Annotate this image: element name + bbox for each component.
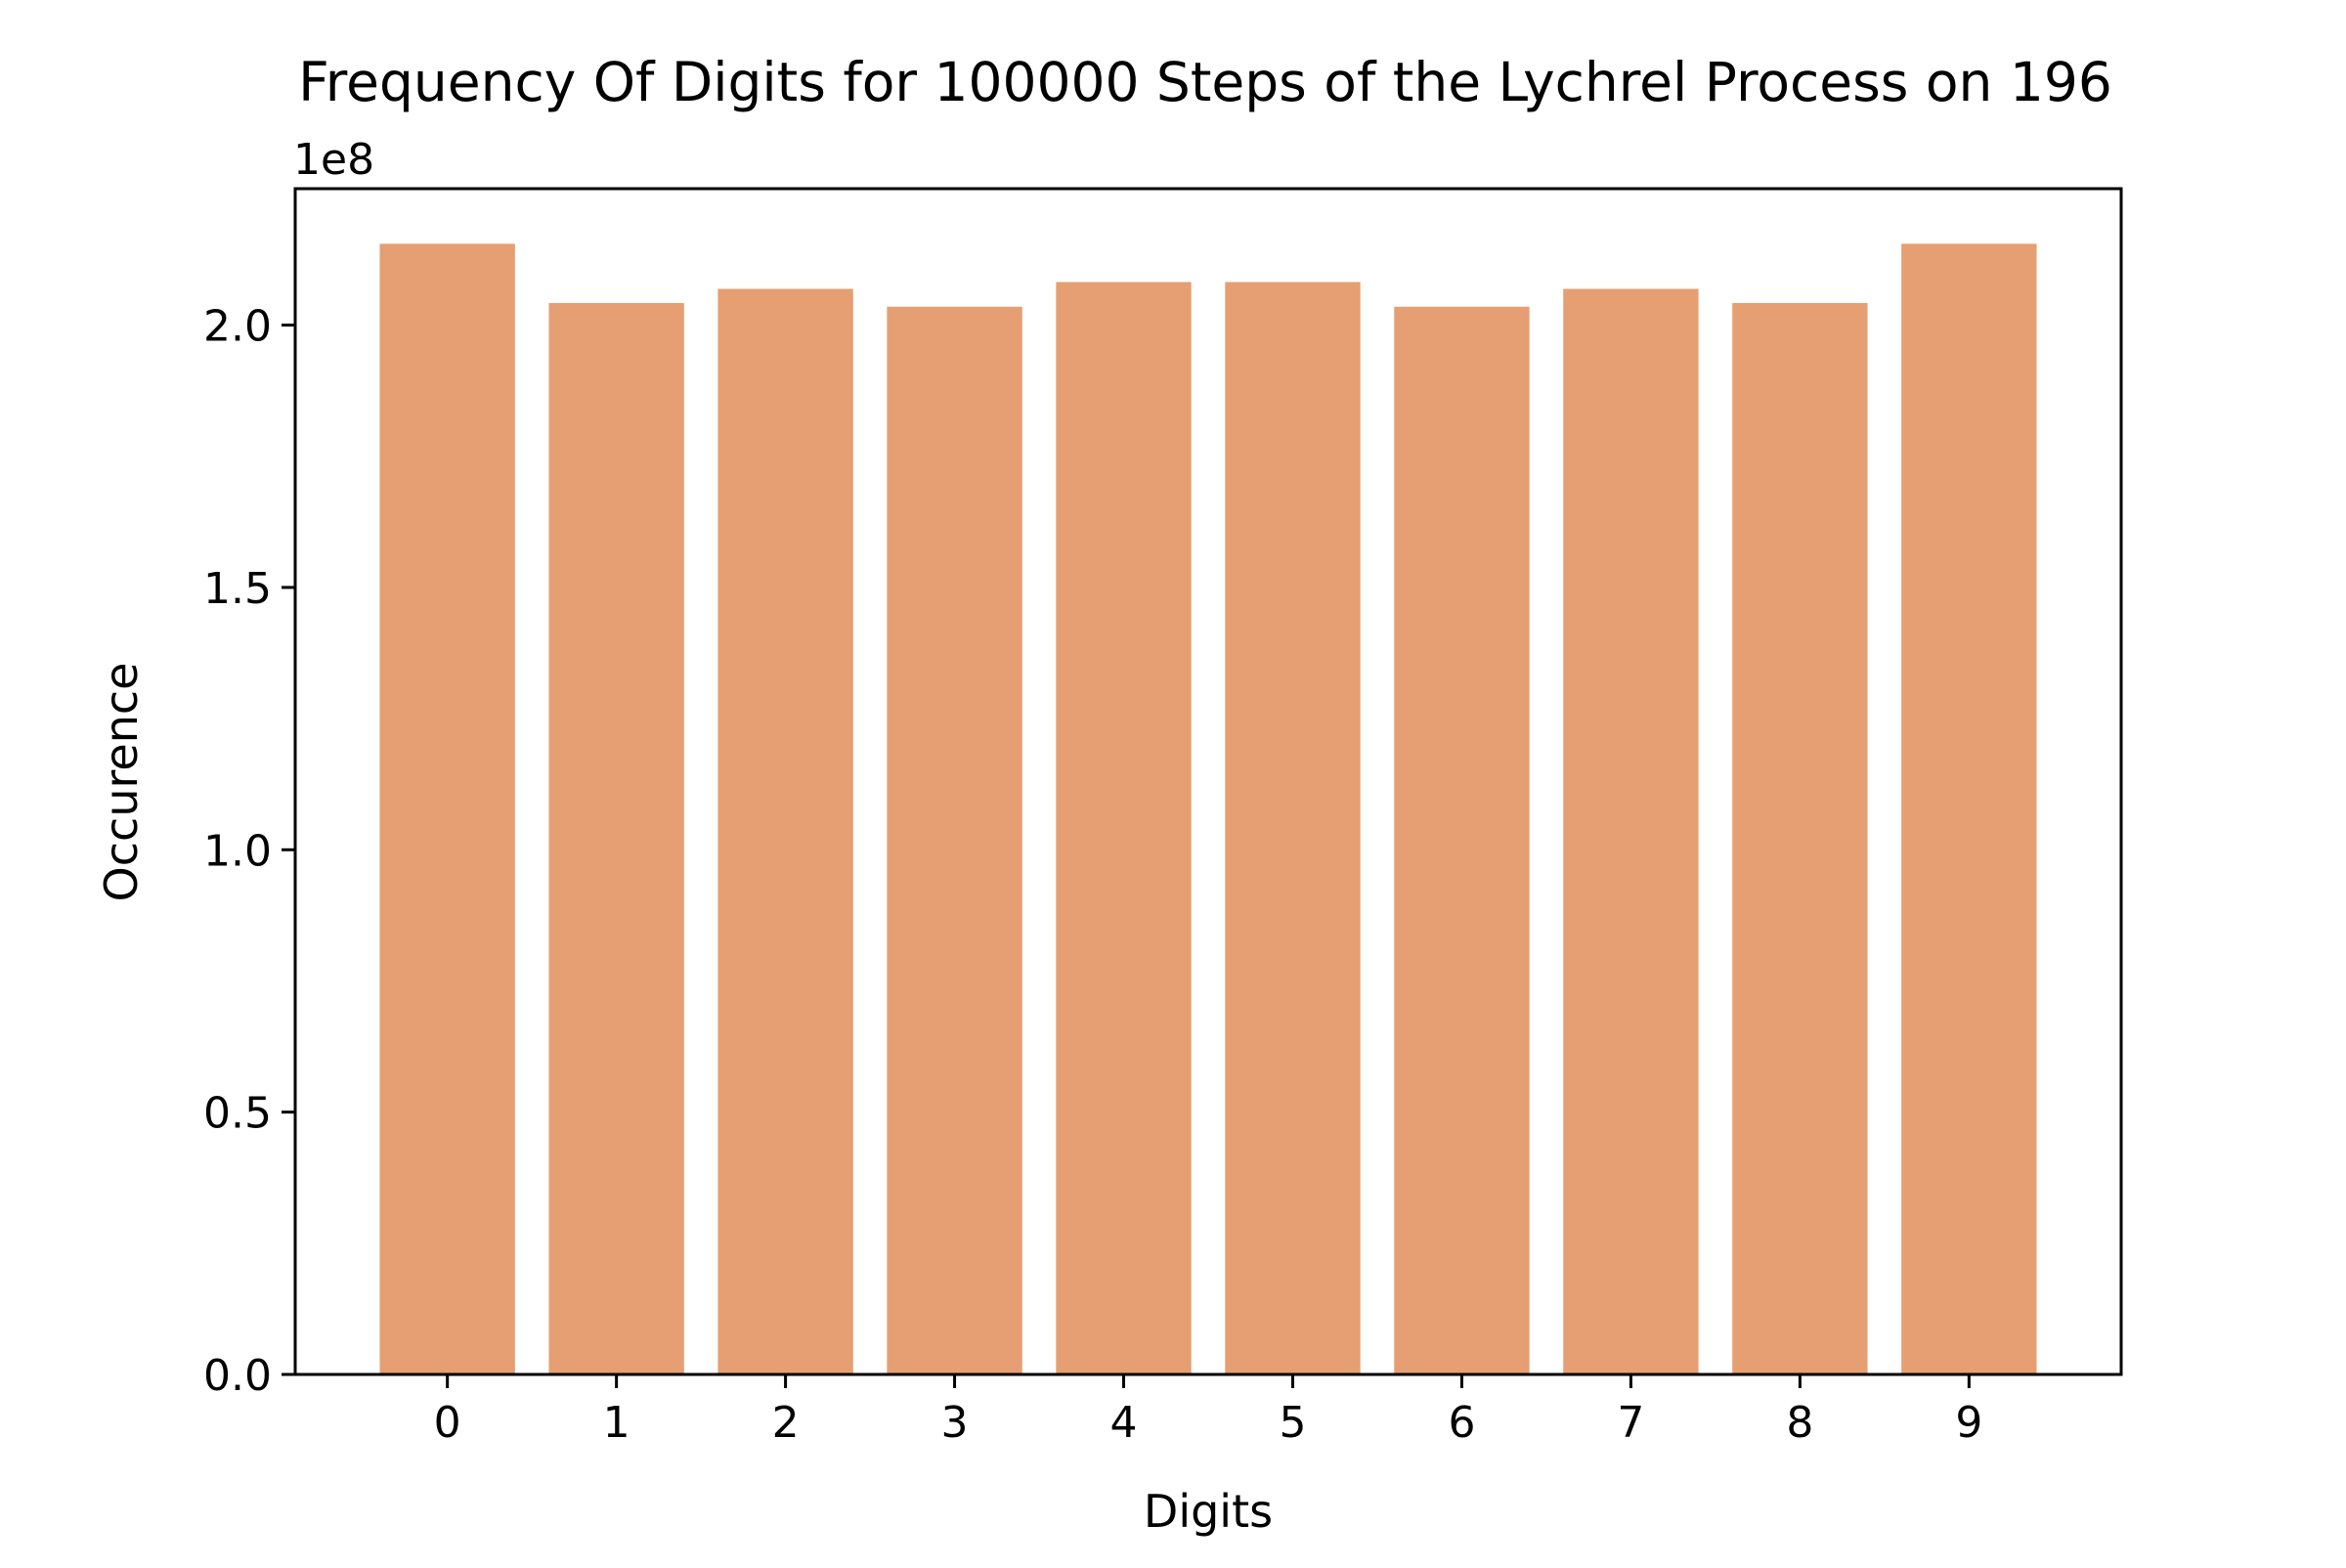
bar-digit-2	[717, 288, 853, 1374]
bar-series	[379, 243, 2037, 1375]
y-tick-label-0.5: 0.5	[203, 1089, 272, 1139]
x-tick-label-1: 1	[603, 1398, 630, 1448]
y-tick-label-0.0: 0.0	[203, 1351, 272, 1401]
x-tick-label-3: 3	[941, 1398, 969, 1448]
y-tick-label-1.0: 1.0	[203, 826, 272, 876]
x-tick-label-2: 2	[772, 1398, 800, 1448]
x-tick-label-5: 5	[1279, 1398, 1306, 1448]
bar-digit-9	[1901, 243, 2037, 1374]
x-tick-label-6: 6	[1448, 1398, 1475, 1448]
x-axis-label: Digits	[1144, 1485, 1273, 1538]
y-axis-ticks: 0.0 0.5 1.0 1.5 2.0	[203, 302, 295, 1401]
plot-frame	[293, 187, 2123, 1376]
chart-title: Frequency Of Digits for 100000 Steps of …	[298, 51, 2112, 113]
y-tick-label-1.5: 1.5	[203, 564, 272, 614]
bar-digit-6	[1394, 306, 1530, 1374]
bar-digit-1	[548, 303, 684, 1374]
bar-digit-3	[887, 306, 1022, 1374]
bar-digit-0	[379, 243, 515, 1374]
y-tick-label-2.0: 2.0	[203, 302, 272, 352]
x-tick-label-7: 7	[1617, 1398, 1644, 1448]
x-tick-label-9: 9	[1955, 1398, 1982, 1448]
x-axis-ticks: 0 1 2 3 4 5 6 7 8 9	[434, 1374, 1982, 1448]
x-tick-label-8: 8	[1786, 1398, 1813, 1448]
bar-digit-4	[1056, 282, 1192, 1375]
x-tick-label-4: 4	[1110, 1398, 1138, 1448]
y-axis-label: Occurence	[95, 663, 148, 902]
bar-digit-7	[1563, 288, 1699, 1374]
bar-digit-8	[1732, 303, 1868, 1374]
bar-digit-5	[1225, 282, 1361, 1375]
y-offset-label: 1e8	[293, 135, 374, 185]
x-tick-label-0: 0	[434, 1398, 461, 1448]
